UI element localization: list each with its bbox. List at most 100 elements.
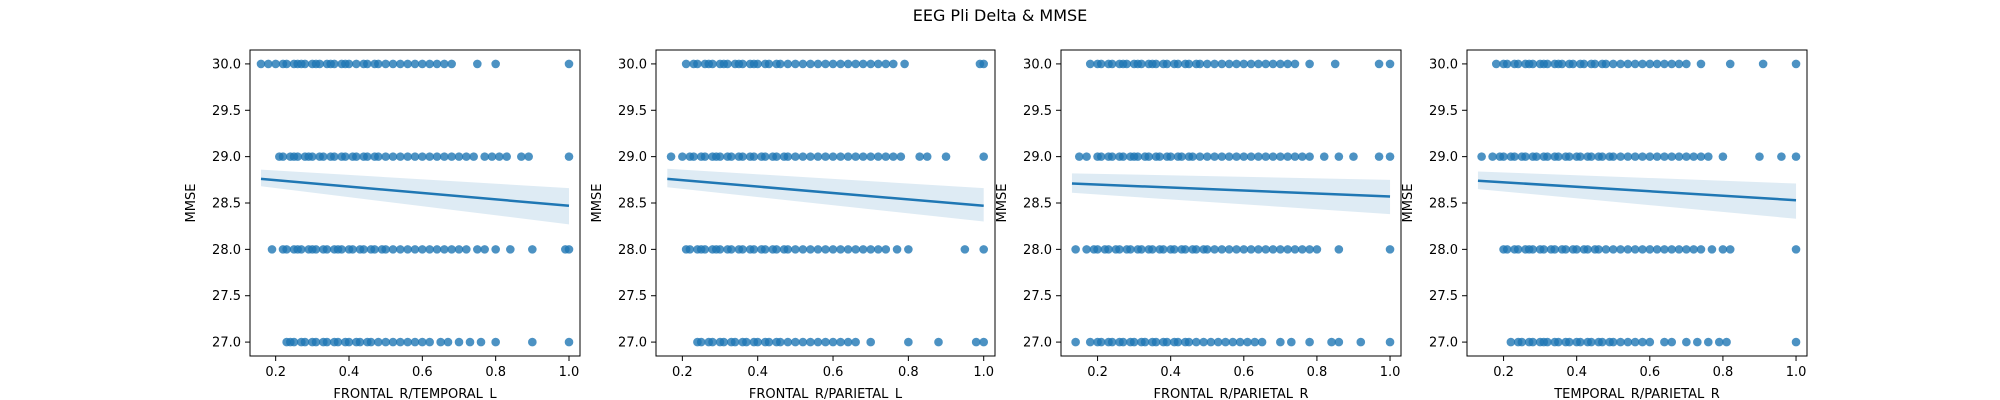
data-point — [473, 245, 482, 254]
data-point — [410, 245, 420, 254]
y-axis-label: MMSE — [1401, 184, 1416, 223]
data-point — [425, 245, 434, 254]
data-point — [1385, 152, 1395, 161]
data-point — [1290, 152, 1300, 161]
data-point — [381, 337, 390, 347]
data-point — [1630, 337, 1640, 347]
data-point — [388, 59, 398, 69]
data-point — [1652, 152, 1662, 161]
data-point — [447, 245, 456, 254]
y-tick-label: 29.5 — [212, 104, 241, 119]
data-point — [1608, 152, 1618, 161]
data-point — [1151, 59, 1161, 69]
data-point — [491, 245, 500, 254]
data-point — [1210, 245, 1219, 254]
x-axis-label: TEMPORAL_R/PARIETAL_R — [1553, 387, 1720, 400]
data-point — [403, 337, 412, 347]
x-tick-label: 0.2 — [672, 365, 693, 380]
data-point — [374, 59, 383, 69]
data-point — [1140, 337, 1150, 347]
y-tick-label: 27.5 — [212, 289, 241, 304]
data-point — [396, 245, 405, 254]
data-point — [1638, 245, 1647, 254]
data-point — [1202, 59, 1212, 69]
x-tick-label: 0.8 — [1307, 365, 1328, 380]
data-point — [410, 337, 420, 347]
data-point — [1327, 337, 1336, 347]
data-point — [730, 337, 740, 347]
data-point — [1071, 337, 1080, 347]
data-point — [432, 59, 442, 69]
y-tick-label: 29.0 — [1023, 150, 1052, 165]
data-point — [403, 245, 412, 254]
x-tick-label: 0.4 — [747, 365, 768, 380]
data-point — [1594, 245, 1603, 254]
data-point — [1137, 59, 1146, 69]
data-point — [1616, 245, 1625, 254]
data-point — [1268, 152, 1278, 161]
data-point — [881, 245, 891, 254]
data-point — [1133, 152, 1143, 161]
data-point — [723, 59, 732, 69]
data-point — [828, 59, 838, 69]
data-point — [381, 245, 390, 254]
data-point — [738, 152, 747, 161]
data-point — [1565, 337, 1574, 347]
data-point — [425, 59, 434, 69]
data-point — [491, 59, 500, 69]
data-point — [1652, 245, 1662, 254]
data-point — [904, 337, 913, 347]
data-point — [1587, 152, 1596, 161]
data-point — [738, 245, 747, 254]
data-point — [352, 152, 361, 161]
data-point — [1689, 245, 1698, 254]
data-point — [418, 152, 427, 161]
confidence-band — [1477, 171, 1797, 219]
data-point — [308, 152, 317, 161]
data-point — [1374, 59, 1384, 69]
data-point — [873, 152, 883, 161]
data-point — [776, 59, 785, 69]
data-point — [791, 152, 800, 161]
data-point — [1703, 152, 1713, 161]
data-point — [1162, 59, 1172, 69]
data-point — [851, 59, 860, 69]
x-tick-label: 1.0 — [973, 365, 994, 380]
data-point — [1791, 152, 1801, 161]
y-tick-label: 27.5 — [1023, 289, 1052, 304]
data-point — [1579, 59, 1589, 69]
data-point — [1543, 152, 1552, 161]
data-point — [1126, 245, 1135, 254]
data-point — [1583, 245, 1592, 254]
data-point — [1283, 59, 1292, 69]
data-point — [821, 337, 830, 347]
data-point — [738, 59, 747, 69]
x-axis-label: FRONTAL_R/PARIETAL_L — [749, 387, 903, 400]
data-point — [1261, 59, 1271, 69]
data-point — [1261, 152, 1271, 161]
data-point — [1243, 337, 1252, 347]
data-point — [858, 59, 868, 69]
data-point — [772, 245, 781, 254]
data-point — [528, 245, 537, 254]
data-point — [1528, 337, 1538, 347]
data-point — [715, 245, 725, 254]
data-point — [1213, 337, 1223, 347]
data-point — [1210, 152, 1219, 161]
data-point — [1224, 59, 1234, 69]
data-point — [333, 337, 343, 347]
data-point — [1616, 59, 1625, 69]
data-point — [1107, 337, 1117, 347]
data-point — [1297, 152, 1307, 161]
data-point — [1513, 59, 1523, 69]
data-point — [1682, 337, 1691, 347]
data-point — [1276, 59, 1285, 69]
data-point — [1239, 245, 1249, 254]
data-point — [1532, 152, 1541, 161]
data-point — [1184, 59, 1194, 69]
data-point — [1137, 245, 1146, 254]
y-tick-label: 28.5 — [1023, 197, 1052, 212]
y-tick-label: 28.5 — [1429, 197, 1458, 212]
data-point — [1319, 152, 1329, 161]
data-point — [1254, 152, 1263, 161]
